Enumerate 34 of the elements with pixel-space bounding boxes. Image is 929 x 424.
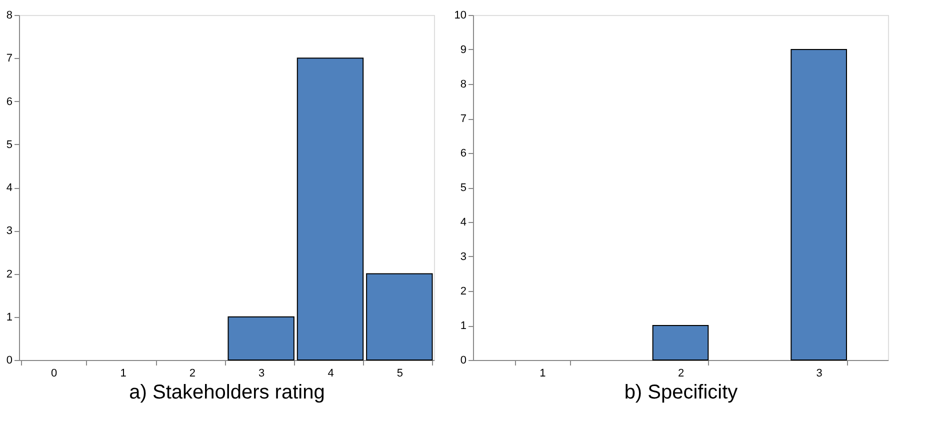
y-tick-label: 2 [6, 268, 12, 280]
x-tick-label: 2 [678, 368, 684, 380]
y-tick-label: 5 [6, 138, 12, 151]
y-tick-label: 6 [6, 96, 12, 108]
bar [296, 58, 364, 360]
y-tick-label: 7 [6, 52, 12, 65]
y-tick-label: 7 [460, 113, 466, 125]
y-tick-label: 6 [460, 148, 466, 160]
y-tick-label: 4 [460, 216, 466, 228]
y-tick-label: 4 [6, 182, 12, 194]
y-tick-label: 0 [6, 354, 12, 366]
y-tick-label: 8 [6, 10, 12, 22]
y-tick-label: 1 [6, 311, 12, 324]
y-tick-label: 8 [460, 78, 466, 90]
x-axis-title: b) Specificity [624, 382, 738, 404]
y-tick-label: 1 [460, 320, 466, 332]
y-tick-label: 3 [6, 225, 12, 238]
x-tick-label: 2 [189, 368, 196, 380]
x-tick-label: 0 [51, 368, 58, 380]
x-tick-label: 3 [816, 368, 822, 380]
bar [228, 316, 294, 360]
x-tick-label: 1 [540, 368, 546, 380]
x-tick-label: 4 [328, 368, 334, 380]
y-tick-label: 9 [460, 44, 466, 56]
y-tick-label: 5 [460, 182, 466, 194]
y-tick-label: 3 [460, 251, 466, 263]
x-axis-title: a) Stakeholders rating [129, 382, 325, 404]
bar [366, 273, 433, 360]
y-tick-label: 0 [460, 354, 466, 366]
y-tick-label: 10 [454, 10, 466, 22]
x-tick-label: 3 [258, 368, 265, 380]
x-tick-label: 5 [396, 368, 403, 380]
x-tick-label: 1 [120, 368, 126, 380]
y-tick-label: 2 [460, 286, 466, 298]
